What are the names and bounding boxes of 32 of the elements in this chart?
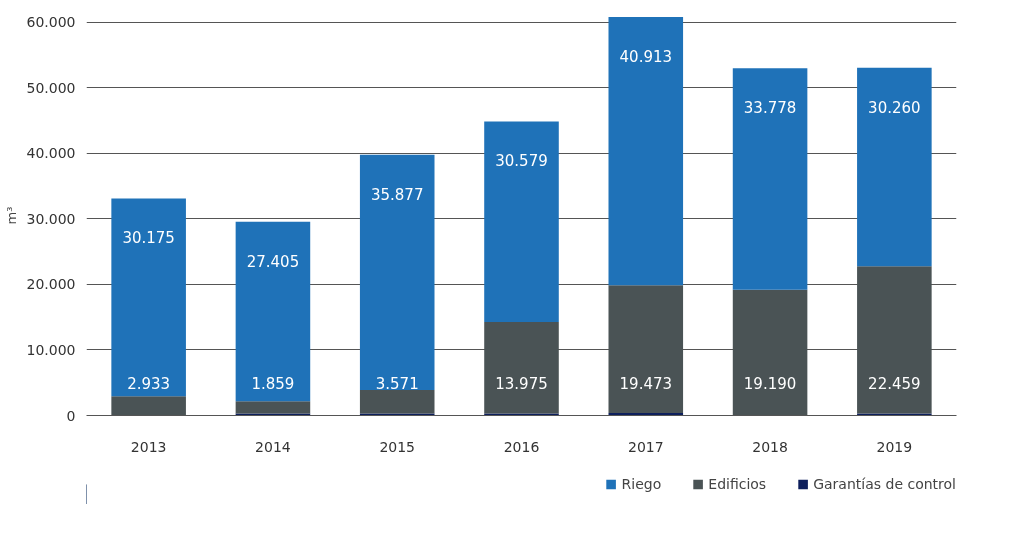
y-axis-title: m³ [3,206,19,225]
data-label: 40.913 [619,47,673,66]
x-tick-label: 2016 [503,438,540,455]
x-tick-label: 2019 [876,438,913,455]
data-label: 30.579 [495,152,548,171]
x-tick-label: 2018 [752,438,788,455]
data-label: 1.859 [251,375,295,394]
legend-label: Riego [621,476,662,492]
data-label: 19.473 [619,375,673,394]
data-label: 19.190 [743,375,797,394]
data-label: 27.405 [246,252,300,271]
data-label: 2.933 [127,375,171,394]
y-tick-label: 10.000 [26,341,76,358]
legend-label: Garantías de control [813,476,956,492]
x-tick-label: 2014 [255,438,291,455]
y-tick-label: 40.000 [26,145,76,162]
y-tick-label: 60.000 [26,14,76,31]
y-tick-label: 30.000 [26,210,76,227]
x-tick-label: 2017 [627,438,664,455]
y-tick-label: 20.000 [26,276,76,293]
data-label: 3.571 [375,375,419,394]
data-label: 30.260 [868,98,921,117]
data-label: 22.459 [868,375,921,394]
y-tick-label: 0 [66,407,76,424]
y-tick-label: 50.000 [26,79,76,96]
data-label: 13.975 [495,375,548,394]
data-label: 33.778 [743,99,797,118]
data-label: 30.175 [122,229,175,248]
legend-label: Edificios [708,476,767,492]
data-label: 35.877 [370,185,424,204]
x-tick-label: 2015 [379,438,416,455]
x-tick-label: 2013 [130,438,167,455]
